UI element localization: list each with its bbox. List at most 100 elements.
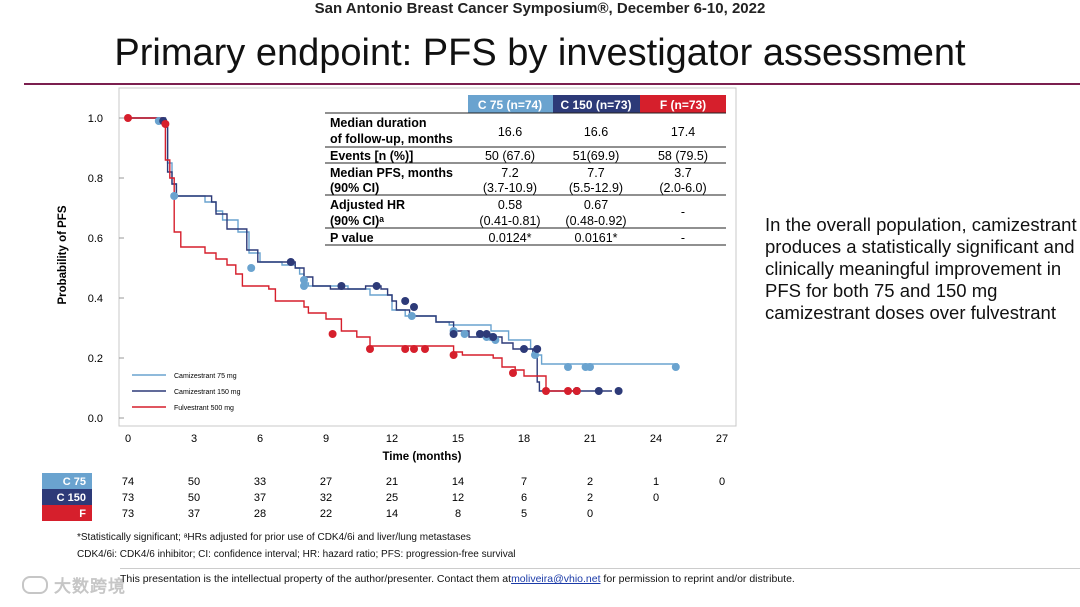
at-risk-value: 0 [719, 476, 725, 488]
contact-email-link[interactable]: moliveira@vhio.net [511, 573, 601, 585]
series-lines [128, 117, 678, 392]
footer-divider [120, 568, 1080, 569]
row-label: of follow-up, months [330, 132, 453, 146]
header-f-label: F (n=73) [660, 98, 706, 112]
at-risk-value: 6 [521, 492, 527, 504]
censor-f [449, 351, 458, 359]
x-tick-label: 6 [257, 433, 263, 445]
legend: Camizestrant 75 mg Camizestrant 150 mg Ful… [132, 373, 241, 412]
at-risk-label-box [42, 489, 92, 505]
x-tick-label: 27 [716, 433, 728, 445]
watermark: 大数跨境 [22, 572, 126, 597]
at-risk-value: 14 [386, 508, 398, 520]
censor-c75 [170, 192, 179, 200]
at-risk-value: 14 [452, 476, 464, 488]
watermark-logo-icon [22, 576, 48, 594]
at-risk-value: 32 [320, 492, 332, 504]
legend-label-f: Fulvestrant 500 mg [174, 405, 234, 412]
y-tick-label: 0.0 [88, 413, 103, 425]
at-risk-value: 8 [455, 508, 461, 520]
summary-table: C 75 (n=74) C 150 (n=73) F (n=73) Median… [325, 95, 726, 246]
censor-f [564, 387, 572, 395]
censor-f [542, 387, 550, 395]
censor-c150 [449, 330, 458, 338]
y-tick-label: 0.8 [88, 173, 103, 185]
censor-f [509, 369, 517, 377]
y-tick-label: 0.6 [88, 233, 103, 245]
cell-c150: 0.0161* [574, 231, 617, 245]
x-tick-label: 24 [650, 433, 662, 445]
cell-c75: 16.6 [498, 125, 522, 139]
cell-c150: 51(69.9) [573, 149, 620, 163]
censor-c75 [247, 264, 256, 272]
cell-f: 3.7 [674, 166, 691, 180]
censor-f [328, 330, 337, 338]
at-risk-value: 0 [653, 492, 659, 504]
y-tick-label: 0.2 [88, 353, 103, 365]
censor-c150 [594, 387, 603, 395]
censor-c75 [564, 363, 572, 371]
at-risk-value: 21 [386, 476, 398, 488]
y-tick-label: 1.0 [88, 113, 103, 125]
censor-c150 [533, 345, 542, 353]
censor-c75 [300, 282, 308, 290]
cell-f-ci: (2.0-6.0) [659, 181, 706, 195]
legend-label-c150: Camizestrant 150 mg [174, 389, 241, 396]
cell-f: - [681, 231, 685, 245]
header-c150-label: C 150 (n=73) [560, 98, 631, 112]
x-tick-label: 9 [323, 433, 329, 445]
censor-c150 [286, 258, 295, 266]
censor-f [401, 345, 410, 353]
at-risk-value: 37 [254, 492, 266, 504]
header-f [640, 95, 726, 113]
censor-c150 [614, 387, 623, 395]
cell-c75: 7.2 [501, 166, 518, 180]
censor-markers [124, 114, 680, 395]
censor-f [366, 345, 374, 353]
cell-c75-ci: (0.41-0.81) [479, 214, 540, 228]
row-label: P value [330, 231, 374, 245]
at-risk-value: 37 [188, 508, 200, 520]
cell-c75-ci: (3.7-10.9) [483, 181, 537, 195]
at-risk-value: 5 [521, 508, 527, 520]
cell-f: 17.4 [671, 125, 695, 139]
censor-f [161, 120, 170, 128]
censor-c75 [407, 312, 416, 320]
footer-text-end: for permission to reprint and/or distrib… [600, 573, 795, 585]
x-tick-label: 0 [125, 433, 131, 445]
header-c75-label: C 75 (n=74) [478, 98, 542, 112]
cell-c150: 16.6 [584, 125, 608, 139]
cell-c75: 0.0124* [488, 231, 531, 245]
series-line-f [128, 117, 579, 392]
at-risk-value: 25 [386, 492, 398, 504]
censor-c150 [520, 345, 528, 353]
cell-f: 58 (79.5) [658, 149, 708, 163]
row-label: (90% CI)ᵃ [330, 214, 384, 228]
cell-c75: 50 (67.6) [485, 149, 535, 163]
at-risk-value: 50 [188, 476, 200, 488]
y-tick-label: 0.4 [88, 293, 103, 305]
row-label: Median PFS, months [330, 166, 453, 180]
summary-text: In the overall population, camizestrant … [765, 214, 1077, 323]
at-risk-label-box [42, 473, 92, 489]
at-risk-value: 7 [521, 476, 527, 488]
at-risk-label-box [42, 505, 92, 521]
censor-c150 [372, 282, 381, 290]
cell-c150: 7.7 [587, 166, 604, 180]
cell-c150-ci: (0.48-0.92) [565, 214, 626, 228]
footnote-abbreviations: CDK4/6i: CDK4/6 inhibitor; CI: confidenc… [77, 549, 516, 560]
at-risk-value: 2 [587, 476, 593, 488]
footer-text: This presentation is the intellectual pr… [120, 573, 512, 585]
censor-c150 [337, 282, 346, 290]
censor-c150 [476, 330, 484, 338]
at-risk-label: C 75 [63, 476, 86, 488]
censor-c75 [671, 363, 680, 371]
x-tick-label: 3 [191, 433, 197, 445]
row-label: Events [n (%)] [330, 149, 413, 163]
censor-c150 [482, 330, 491, 338]
at-risk-value: 73 [122, 508, 134, 520]
censor-c150 [489, 333, 498, 341]
censor-c75 [531, 351, 539, 359]
chart-frame [118, 87, 737, 427]
